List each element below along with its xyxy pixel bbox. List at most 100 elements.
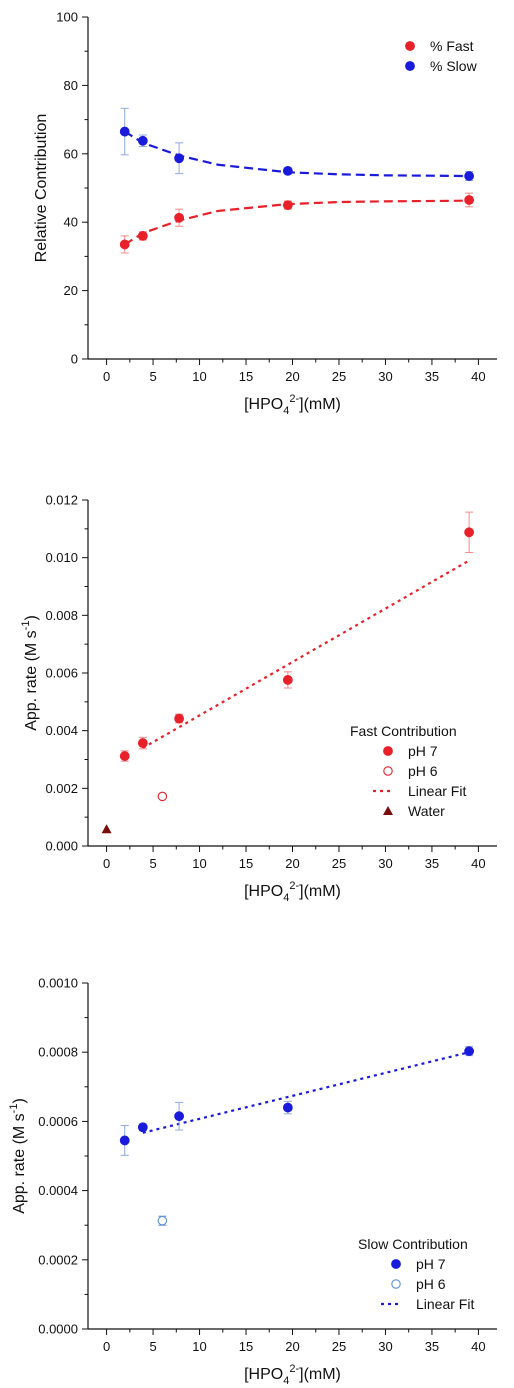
data-point bbox=[174, 153, 184, 164]
y-tick-label: 100 bbox=[56, 10, 78, 25]
data-point bbox=[119, 239, 130, 250]
x-tick-label: 30 bbox=[378, 369, 392, 384]
data-point bbox=[464, 527, 475, 538]
legend-label: pH 7 bbox=[408, 743, 438, 759]
x-axis-label: [HPO42-](mM) bbox=[244, 1363, 341, 1387]
y-axis-label: App. rate (M s-1) bbox=[8, 1098, 28, 1214]
y-tick-label: 0.004 bbox=[45, 723, 78, 738]
x-tick-label: 10 bbox=[192, 369, 206, 384]
x-tick-label: 25 bbox=[332, 856, 346, 871]
legend-symbol bbox=[391, 1259, 401, 1269]
legend-label: Water bbox=[408, 803, 445, 819]
data-point bbox=[464, 195, 475, 205]
x-tick-label: 35 bbox=[425, 369, 439, 384]
x-tick-label: 15 bbox=[239, 1339, 253, 1354]
data-point bbox=[157, 1215, 168, 1226]
y-tick-label: 40 bbox=[64, 215, 78, 230]
y-tick-label: 0.006 bbox=[45, 666, 78, 681]
data-point bbox=[137, 1122, 148, 1133]
x-tick-label: 40 bbox=[471, 1339, 485, 1354]
x-tick-label: 40 bbox=[471, 856, 485, 871]
fit-line bbox=[142, 1051, 470, 1134]
legend-symbol bbox=[405, 61, 415, 71]
data-point bbox=[174, 1111, 184, 1122]
x-tick-label: 20 bbox=[285, 369, 299, 384]
y-tick-label: 0 bbox=[71, 352, 78, 367]
y-tick-label: 80 bbox=[64, 78, 78, 93]
fit-line bbox=[124, 130, 470, 178]
x-tick-label: 15 bbox=[239, 856, 253, 871]
data-point bbox=[137, 135, 148, 146]
x-tick-label: 0 bbox=[103, 1339, 110, 1354]
legend-label: Linear Fit bbox=[408, 783, 466, 799]
y-tick-label: 0.002 bbox=[45, 781, 78, 796]
data-point bbox=[464, 171, 475, 181]
legend: Fast Contribution pH 7 pH 6 Linear Fit Water bbox=[350, 723, 466, 819]
x-axis-label: [HPO42-](mM) bbox=[244, 393, 341, 417]
y-tick-label: 0.0004 bbox=[38, 1183, 78, 1198]
x-tick-label: 15 bbox=[239, 369, 253, 384]
x-tick-label: 5 bbox=[149, 369, 156, 384]
x-tick-label: 25 bbox=[332, 369, 346, 384]
x-tick-label: 0 bbox=[103, 856, 110, 871]
legend-label: % Slow bbox=[430, 58, 478, 74]
data-point bbox=[137, 738, 148, 748]
legend: % Fast % Slow bbox=[405, 38, 478, 74]
y-tick-label: 0.0002 bbox=[38, 1252, 78, 1267]
y-axis-label: Relative Contribution bbox=[33, 114, 50, 263]
data-point bbox=[157, 791, 168, 802]
y-axis-label: App. rate (M s-1) bbox=[20, 615, 40, 731]
legend-symbol bbox=[383, 746, 393, 756]
chart-panel-2: 0 5 10 15 20 25 30 35 40 0.000 0.002 0.004 0.006 0.00… bbox=[20, 493, 497, 904]
data-point bbox=[282, 675, 293, 685]
legend-title: Fast Contribution bbox=[350, 723, 457, 739]
data-point bbox=[119, 1135, 130, 1146]
data-point bbox=[282, 200, 293, 210]
legend-title: Slow Contribution bbox=[358, 1236, 468, 1252]
y-tick-label: 60 bbox=[64, 146, 78, 161]
chart-panel-3: 0 5 10 15 20 25 30 35 40 0.0000 0.0002 0.0004 0.0006… bbox=[8, 976, 497, 1387]
x-tick-label: 30 bbox=[378, 856, 392, 871]
chart-panel-1: 0 5 10 15 20 25 30 35 40 0 20 40 60 80 100 [HPO42-](mM)… bbox=[33, 10, 497, 417]
x-tick-label: 5 bbox=[149, 856, 156, 871]
x-tick-label: 20 bbox=[285, 856, 299, 871]
legend-symbol bbox=[383, 806, 393, 815]
x-axis-label: [HPO42-](mM) bbox=[244, 880, 341, 904]
data-point bbox=[464, 1046, 475, 1057]
x-tick-label: 0 bbox=[103, 369, 110, 384]
y-tick-label: 0.010 bbox=[45, 550, 78, 565]
x-tick-label: 25 bbox=[332, 1339, 346, 1354]
legend-label: pH 6 bbox=[408, 763, 438, 779]
legend-label: Linear Fit bbox=[416, 1296, 474, 1312]
x-tick-label: 10 bbox=[192, 856, 206, 871]
y-tick-label: 0.0000 bbox=[38, 1322, 78, 1337]
y-tick-label: 0.000 bbox=[45, 839, 78, 854]
y-tick-label: 0.0006 bbox=[38, 1114, 78, 1129]
legend-symbol bbox=[405, 41, 415, 51]
x-tick-label: 30 bbox=[378, 1339, 392, 1354]
data-point bbox=[101, 824, 112, 834]
data-point bbox=[282, 165, 293, 176]
y-tick-label: 0.008 bbox=[45, 608, 78, 623]
y-tick-label: 0.012 bbox=[45, 493, 78, 508]
y-tick-label: 0.0010 bbox=[38, 976, 78, 991]
legend-symbol bbox=[383, 766, 393, 776]
data-point bbox=[119, 126, 130, 137]
data-point bbox=[174, 212, 184, 223]
x-tick-label: 40 bbox=[471, 369, 485, 384]
fit-line bbox=[142, 559, 470, 749]
data-point bbox=[174, 713, 184, 724]
x-tick-label: 20 bbox=[285, 1339, 299, 1354]
x-tick-label: 10 bbox=[192, 1339, 206, 1354]
legend-label: pH 6 bbox=[416, 1276, 446, 1292]
y-tick-label: 20 bbox=[64, 283, 78, 298]
x-tick-label: 35 bbox=[425, 856, 439, 871]
data-point bbox=[119, 751, 130, 761]
legend-label: % Fast bbox=[430, 38, 474, 54]
y-tick-label: 0.0008 bbox=[38, 1045, 78, 1060]
x-tick-label: 5 bbox=[149, 1339, 156, 1354]
fit-line bbox=[124, 199, 470, 246]
data-point bbox=[282, 1102, 293, 1113]
x-tick-label: 35 bbox=[425, 1339, 439, 1354]
